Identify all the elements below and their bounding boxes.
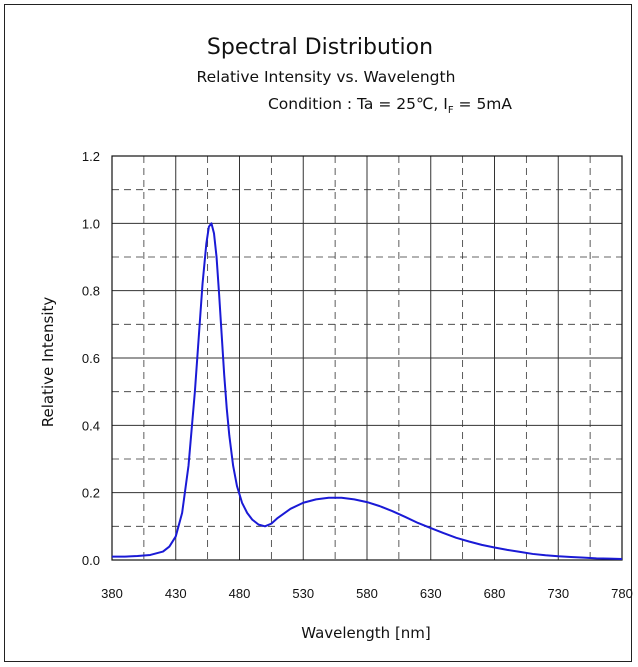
x-tick-label: 480 bbox=[229, 586, 251, 601]
x-tick-label: 580 bbox=[356, 586, 378, 601]
y-tick-label: 0.8 bbox=[82, 284, 100, 299]
y-tick-label: 0.4 bbox=[82, 418, 100, 433]
x-tick-label: 430 bbox=[165, 586, 187, 601]
x-tick-label: 380 bbox=[101, 586, 123, 601]
x-tick-label: 680 bbox=[484, 586, 506, 601]
y-tick-label: 1.0 bbox=[82, 216, 100, 231]
chart-condition: Condition : Ta = 25℃, IF = 5mA bbox=[268, 95, 512, 116]
y-tick-labels: 0.0 0.2 0.4 0.6 0.8 1.0 1.2 bbox=[82, 149, 100, 568]
x-tick-label: 630 bbox=[420, 586, 442, 601]
chart-title: Spectral Distribution bbox=[207, 35, 433, 60]
x-axis-label: Wavelength [nm] bbox=[301, 624, 431, 642]
y-tick-label: 0.6 bbox=[82, 351, 100, 366]
x-tick-labels: 380 430 480 530 580 630 680 730 780 bbox=[101, 586, 633, 601]
series-line bbox=[112, 222, 623, 560]
x-tick-label: 530 bbox=[292, 586, 314, 601]
x-tick-label: 730 bbox=[547, 586, 569, 601]
y-axis-label: Relative Intensity bbox=[39, 297, 57, 428]
x-tick-label: 780 bbox=[611, 586, 633, 601]
chart-subtitle: Relative Intensity vs. Wavelength bbox=[197, 68, 456, 86]
grid-lines bbox=[112, 156, 622, 560]
y-tick-label: 0.0 bbox=[82, 553, 100, 568]
plot-area-border bbox=[111, 155, 623, 561]
y-tick-label: 1.2 bbox=[82, 149, 100, 164]
y-tick-label: 0.2 bbox=[82, 486, 100, 501]
